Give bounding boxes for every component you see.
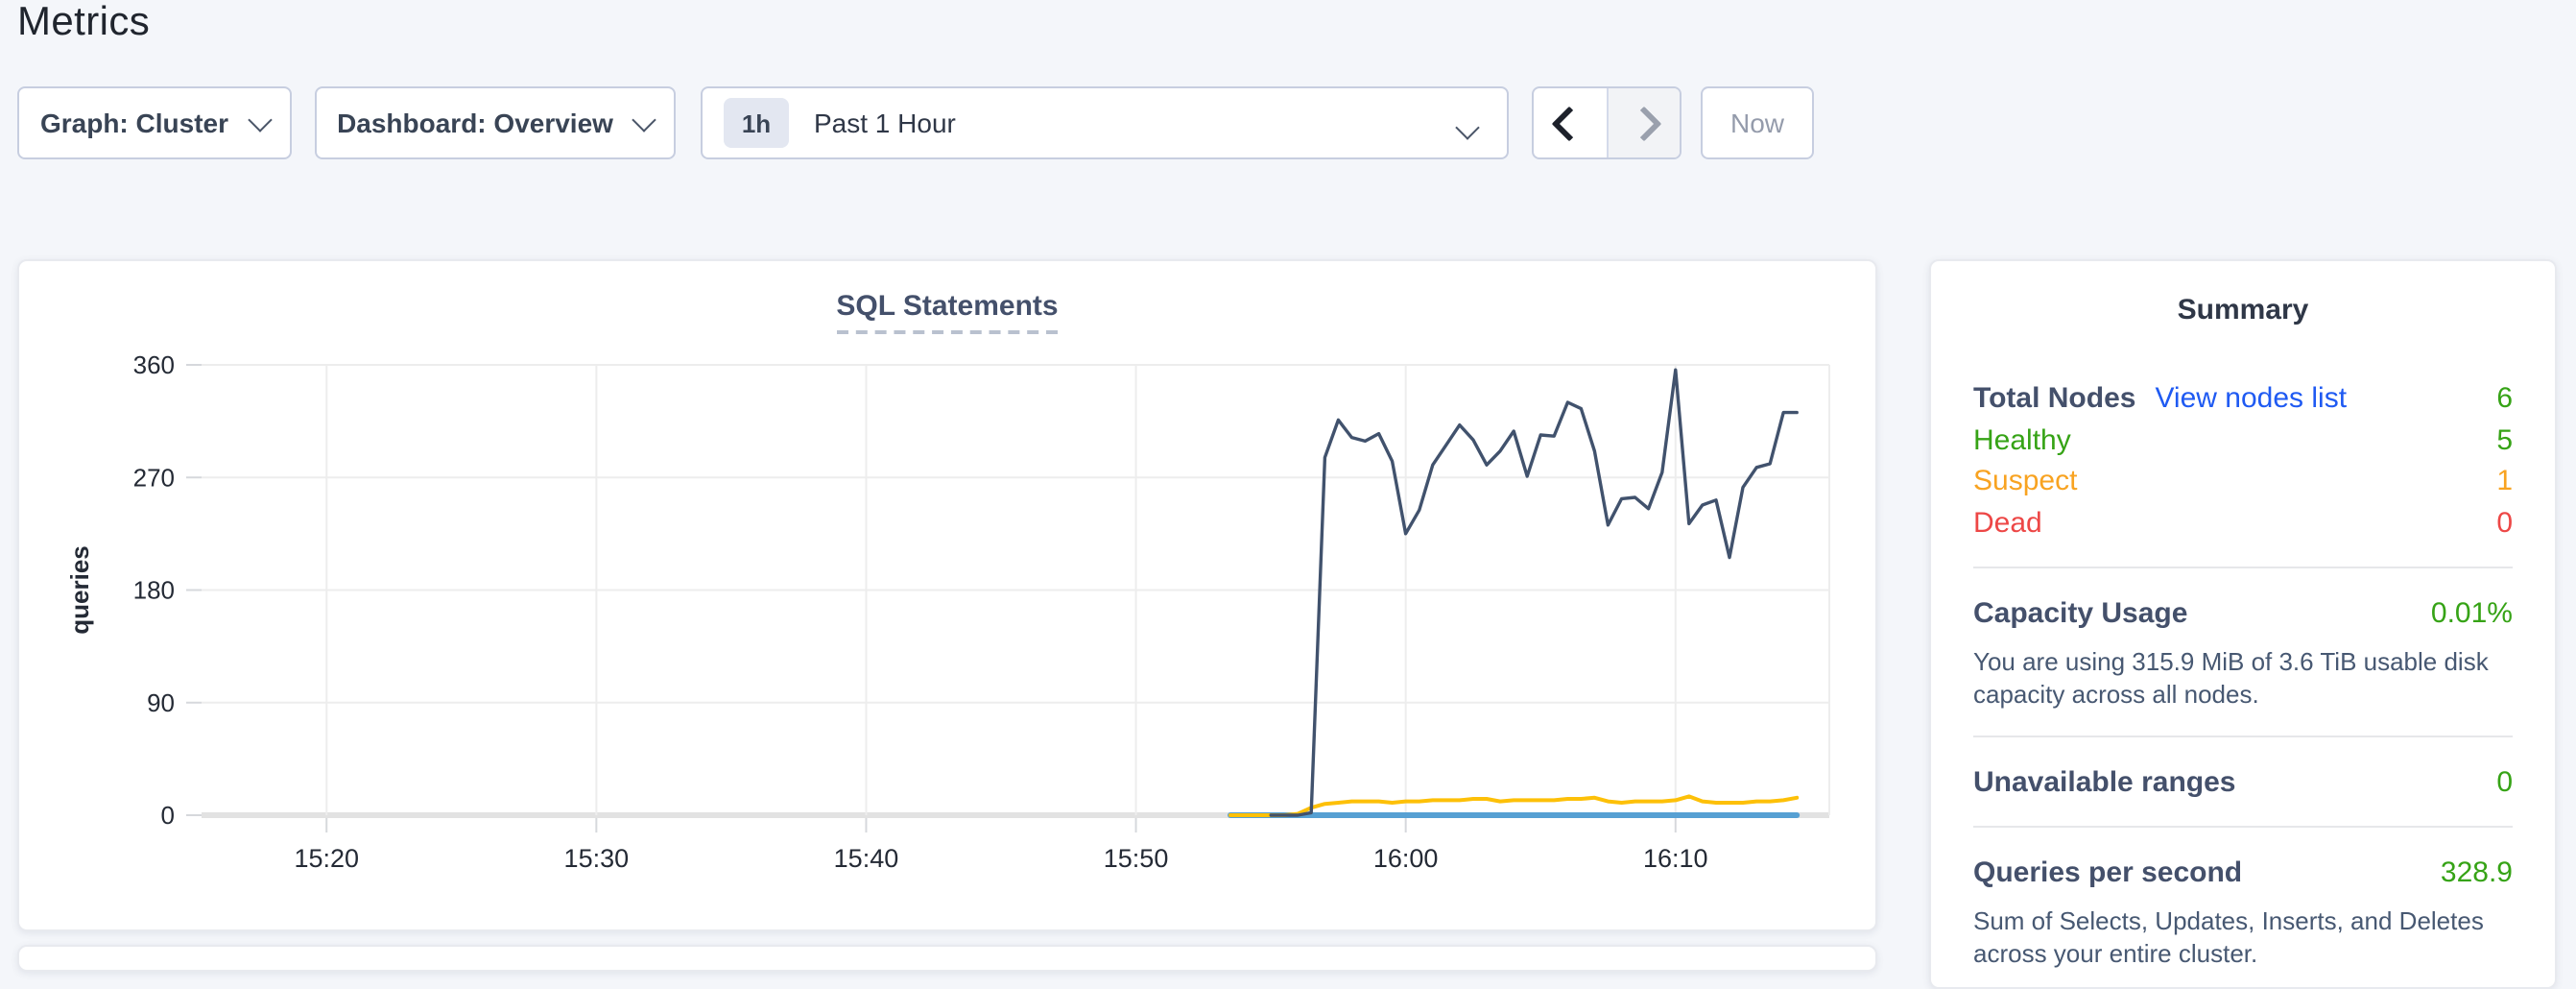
dead-label: Dead: [1973, 506, 2042, 539]
y-tick-label: 0: [161, 801, 175, 830]
next-time-button[interactable]: [1606, 88, 1680, 157]
sql-statements-card: SQL Statements 0 90 180 270 360 15:20 15:30 15:…: [17, 259, 1877, 931]
capacity-usage-label: Capacity Usage: [1973, 597, 2188, 630]
dashboard-dropdown[interactable]: Dashboard: Overview: [315, 86, 676, 159]
graph-dropdown-label: Graph: Cluster: [39, 108, 228, 138]
queries-per-second-value: 328.9: [2440, 856, 2513, 889]
total-nodes-value: 6: [2496, 382, 2513, 415]
now-button[interactable]: Now: [1701, 86, 1814, 159]
healthy-value: 5: [2496, 423, 2513, 456]
divider: [1973, 826, 2513, 828]
sql-statements-chart[interactable]: 0 90 180 270 360 15:20 15:30 15:40 15:50 16:00 16:…: [19, 330, 1875, 906]
view-nodes-list-link[interactable]: View nodes list: [2155, 382, 2348, 415]
x-tick-label: 16:10: [1643, 844, 1708, 873]
queries-per-second-row: Queries per second 328.9: [1973, 853, 2513, 894]
page-title: Metrics: [17, 0, 151, 44]
capacity-usage-row: Capacity Usage 0.01%: [1973, 593, 2513, 635]
x-tick-label: 15:40: [834, 844, 899, 873]
unavailable-ranges-label: Unavailable ranges: [1973, 765, 2236, 798]
unavailable-ranges-value: 0: [2496, 765, 2513, 798]
queries-per-second-label: Queries per second: [1973, 856, 2243, 889]
chevron-left-icon: [1552, 105, 1587, 141]
prev-time-button[interactable]: [1534, 88, 1606, 157]
series-navy-series: [1269, 368, 1799, 817]
chevron-right-icon: [1626, 105, 1661, 141]
y-tick-label: 270: [133, 463, 175, 492]
unavailable-ranges-row: Unavailable ranges 0: [1973, 761, 2513, 803]
time-window-label: Past 1 Hour: [814, 108, 956, 138]
healthy-nodes-row: Healthy 5: [1973, 420, 2513, 461]
summary-panel: Summary Total Nodes View nodes list 6 He…: [1929, 259, 2557, 989]
dead-value: 0: [2496, 506, 2513, 539]
dead-nodes-row: Dead 0: [1973, 502, 2513, 543]
time-window-badge: 1h: [724, 98, 789, 148]
x-tick-label: 15:30: [564, 844, 630, 873]
graph-dropdown[interactable]: Graph: Cluster: [17, 86, 292, 159]
capacity-usage-description: You are using 315.9 MiB of 3.6 TiB usabl…: [1973, 646, 2489, 709]
y-tick-label: 180: [133, 576, 175, 605]
next-chart-card-partial: [17, 945, 1877, 972]
queries-per-second-description: Sum of Selects, Updates, Inserts, and De…: [1973, 905, 2484, 968]
y-tick-label: 90: [147, 688, 175, 717]
chevron-down-icon: [632, 107, 657, 132]
x-tick-label: 15:50: [1104, 844, 1169, 873]
time-window-selector[interactable]: 1h Past 1 Hour: [701, 86, 1509, 159]
suspect-nodes-row: Suspect 1: [1973, 461, 2513, 502]
metrics-page: Metrics Graph: Cluster Dashboard: Overvi…: [17, 0, 2557, 989]
chevron-down-icon: [248, 107, 273, 132]
healthy-label: Healthy: [1973, 423, 2071, 456]
x-tick-label: 15:20: [294, 844, 359, 873]
chevron-down-icon: [1455, 115, 1480, 140]
y-tick-label: 360: [133, 350, 175, 379]
divider: [1973, 735, 2513, 736]
total-nodes-row: Total Nodes View nodes list 6: [1973, 378, 2513, 420]
suspect-label: Suspect: [1973, 465, 2078, 497]
chart-title[interactable]: SQL Statements: [836, 290, 1059, 334]
summary-title: Summary: [2177, 294, 2309, 326]
divider: [1973, 567, 2513, 568]
x-tick-label: 16:00: [1373, 844, 1439, 873]
dashboard-dropdown-label: Dashboard: Overview: [337, 108, 613, 138]
y-axis-label: queries: [65, 545, 94, 635]
suspect-value: 1: [2496, 465, 2513, 497]
capacity-usage-value: 0.01%: [2430, 597, 2513, 630]
time-step-button-group: [1532, 86, 1682, 159]
total-nodes-label: Total Nodes: [1973, 382, 2136, 415]
series-yellow-series: [1228, 794, 1800, 817]
